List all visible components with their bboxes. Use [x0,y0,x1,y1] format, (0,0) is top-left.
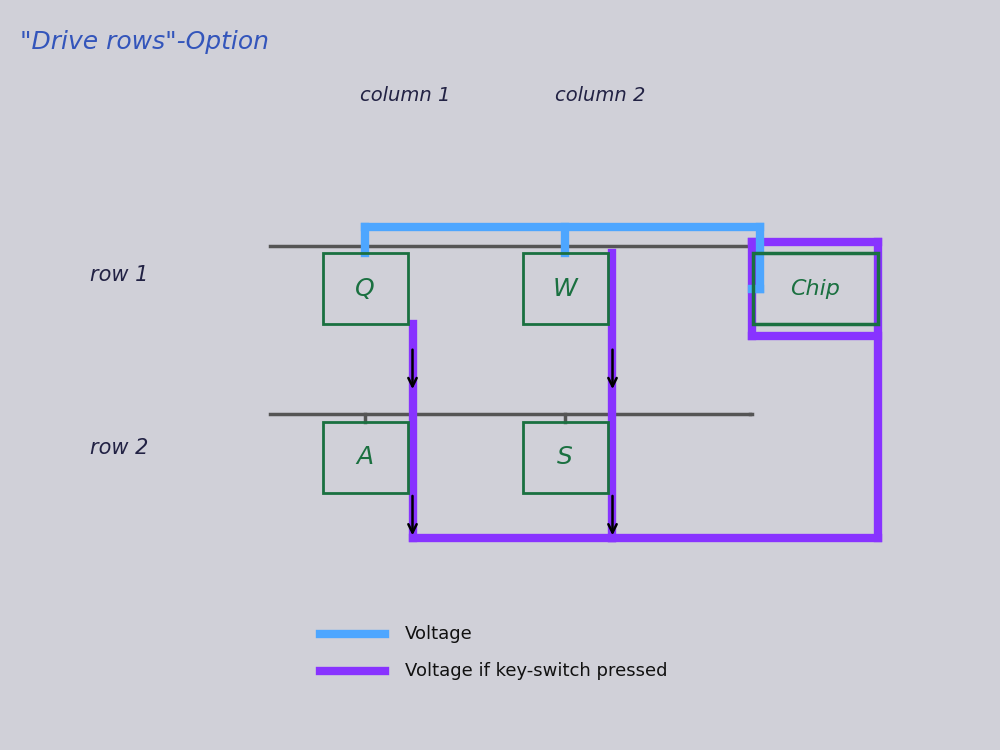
Text: W: W [553,277,577,301]
Bar [522,254,608,324]
Text: column 2: column 2 [555,86,645,105]
Text: Voltage if key-switch pressed: Voltage if key-switch pressed [405,662,668,680]
Text: S: S [557,446,573,470]
Text: row 1: row 1 [90,266,148,285]
Bar [322,254,408,324]
Text: Voltage: Voltage [405,625,473,643]
Text: column 1: column 1 [360,86,450,105]
Text: Q: Q [355,277,375,301]
Text: "Drive rows"-Option: "Drive rows"-Option [20,30,269,54]
Bar [522,422,608,494]
Text: row 2: row 2 [90,438,148,458]
Bar [322,422,408,494]
Text: Chip: Chip [790,279,840,298]
Bar [753,254,878,324]
Text: A: A [356,446,374,470]
